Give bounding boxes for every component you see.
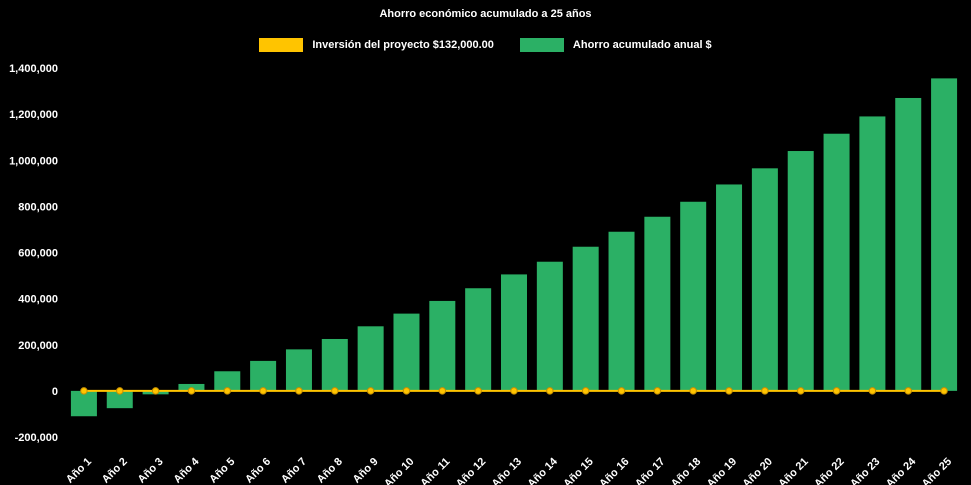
investment-point [366, 387, 375, 395]
legend-label-investment: Inversión del proyecto $132,000.00 [312, 39, 494, 51]
investment-point [402, 387, 411, 395]
investment-point [438, 387, 447, 395]
investment-point [474, 387, 482, 395]
bar-año-10 [393, 313, 420, 391]
x-tick-label: Año 7 [279, 456, 309, 485]
bar-año-23 [859, 116, 886, 391]
bar-año-12 [465, 288, 492, 391]
bar-año-16 [608, 231, 635, 391]
investment-point [331, 387, 339, 395]
x-tick-label: Año 6 [243, 456, 273, 485]
bar-año-9 [357, 326, 384, 391]
bar-año-18 [680, 201, 707, 391]
investment-point [581, 387, 590, 395]
y-tick-label: 1,400,000 [9, 63, 58, 75]
x-tick-label: Año 22 [812, 456, 846, 485]
bar-año-25 [931, 78, 958, 391]
y-tick-label: 0 [52, 386, 58, 398]
bar-año-19 [716, 184, 743, 391]
y-tick-label: 400,000 [18, 294, 58, 306]
bar-año-11 [429, 300, 456, 391]
bar-año-1 [70, 390, 97, 417]
x-tick-label: Año 17 [633, 456, 667, 485]
chart-title: Ahorro económico acumulado a 25 años [379, 8, 592, 20]
x-tick-label: Año 25 [920, 456, 954, 485]
bar-año-13 [501, 274, 527, 391]
x-tick-label: Año 15 [561, 456, 595, 485]
investment-point [80, 387, 88, 395]
investment-point [259, 387, 267, 395]
investment-point [223, 387, 231, 395]
bar-año-17 [644, 216, 671, 391]
y-axis-labels: -200,000 0 200,000 400,000 600,000 800,000 1,0… [9, 63, 58, 444]
x-tick-label: Año 16 [597, 456, 631, 485]
bar-año-8 [321, 338, 348, 391]
bar-año-7 [285, 349, 312, 391]
bar-año-2 [106, 390, 133, 409]
x-axis-labels: Año 1 Año 2 Año 3 Año 4 Año 5 Año 6 Año 7 Año 8… [64, 455, 954, 485]
investment-point [832, 387, 841, 395]
y-tick-label: 600,000 [18, 248, 58, 260]
legend-label-savings: Ahorro acumulado anual $ [572, 39, 712, 51]
x-tick-label: Año 19 [705, 456, 739, 485]
investment-point [151, 387, 160, 395]
x-tick-label: Año 2 [100, 456, 130, 485]
investment-point [940, 387, 948, 395]
legend-item-investment: Inversión del proyecto $132,000.00 [259, 38, 494, 52]
x-tick-label: Año 13 [490, 456, 524, 485]
x-tick-label: Año 10 [382, 456, 416, 485]
investment-point [653, 387, 662, 395]
bar-año-15 [572, 246, 599, 391]
x-tick-label: Año 1 [64, 456, 94, 485]
x-tick-label: Año 14 [526, 455, 561, 485]
investment-point [617, 387, 626, 395]
x-tick-label: Año 20 [741, 456, 775, 485]
bar-año-5 [214, 371, 241, 391]
bar-año-21 [787, 151, 814, 391]
y-tick-label: 1,200,000 [9, 109, 58, 121]
bar-año-24 [895, 97, 922, 391]
x-tick-label: Año 8 [315, 456, 345, 485]
bar-año-20 [751, 168, 778, 391]
investment-point [868, 387, 877, 395]
legend-item-savings: Ahorro acumulado anual $ [519, 38, 712, 52]
x-tick-label: Año 12 [454, 456, 488, 485]
investment-point [725, 387, 733, 395]
investment-point [761, 387, 769, 395]
bar-año-22 [823, 133, 850, 391]
x-tick-label: Año 11 [418, 456, 452, 485]
bar-año-6 [250, 360, 277, 391]
investment-point [904, 387, 912, 395]
x-tick-label: Año 5 [207, 456, 237, 485]
y-tick-label: 200,000 [18, 340, 58, 352]
investment-line [80, 387, 948, 395]
chart-legend: Inversión del proyecto $132,000.00 Ahorr… [0, 38, 971, 52]
bar-año-14 [536, 261, 563, 391]
investment-point [689, 387, 697, 395]
y-tick-label: 800,000 [18, 201, 58, 213]
investment-point [510, 387, 518, 395]
y-tick-label: 1,000,000 [9, 155, 58, 167]
x-tick-label: Año 9 [351, 456, 381, 485]
investment-point [187, 387, 196, 395]
x-tick-label: Año 21 [776, 456, 810, 485]
investment-point [116, 387, 124, 395]
investment-point [797, 387, 805, 395]
bars-group [70, 78, 958, 417]
investment-swatch-icon [259, 38, 304, 52]
x-tick-label: Año 18 [669, 456, 703, 485]
y-tick-label: -200,000 [15, 432, 58, 444]
x-tick-label: Año 3 [136, 456, 166, 485]
x-tick-label: Año 4 [171, 455, 202, 485]
x-tick-label: Año 23 [848, 456, 882, 485]
investment-point [295, 387, 303, 395]
investment-point [546, 387, 554, 395]
savings-swatch-icon [519, 38, 564, 52]
x-tick-label: Año 24 [884, 455, 919, 485]
